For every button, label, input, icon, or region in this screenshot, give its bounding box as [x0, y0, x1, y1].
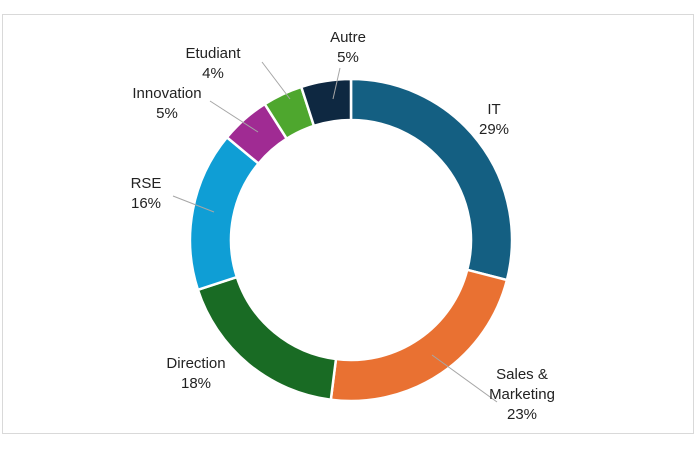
data-label-direction: Direction 18%	[166, 355, 225, 392]
leader-line-etudiant	[261, 61, 291, 100]
slice-rse	[188, 135, 261, 292]
data-label-it: IT 29%	[479, 101, 509, 138]
data-label-rse: RSE 16%	[131, 175, 162, 212]
slice-autre	[299, 77, 353, 128]
slice-sales-marketing	[329, 268, 509, 403]
data-label-etudiant: Etudiant 4%	[185, 45, 241, 82]
data-label-innovation: Innovation 5%	[132, 85, 201, 122]
slice-direction	[196, 275, 338, 402]
leader-line-autre	[332, 67, 341, 100]
data-label-sales-marketing: Sales & Marketing 23%	[489, 366, 555, 423]
leader-line-sales-marketing	[431, 354, 498, 403]
leader-line-rse	[172, 195, 215, 213]
leader-line-innovation	[209, 100, 259, 133]
data-label-autre: Autre 5%	[330, 29, 366, 66]
